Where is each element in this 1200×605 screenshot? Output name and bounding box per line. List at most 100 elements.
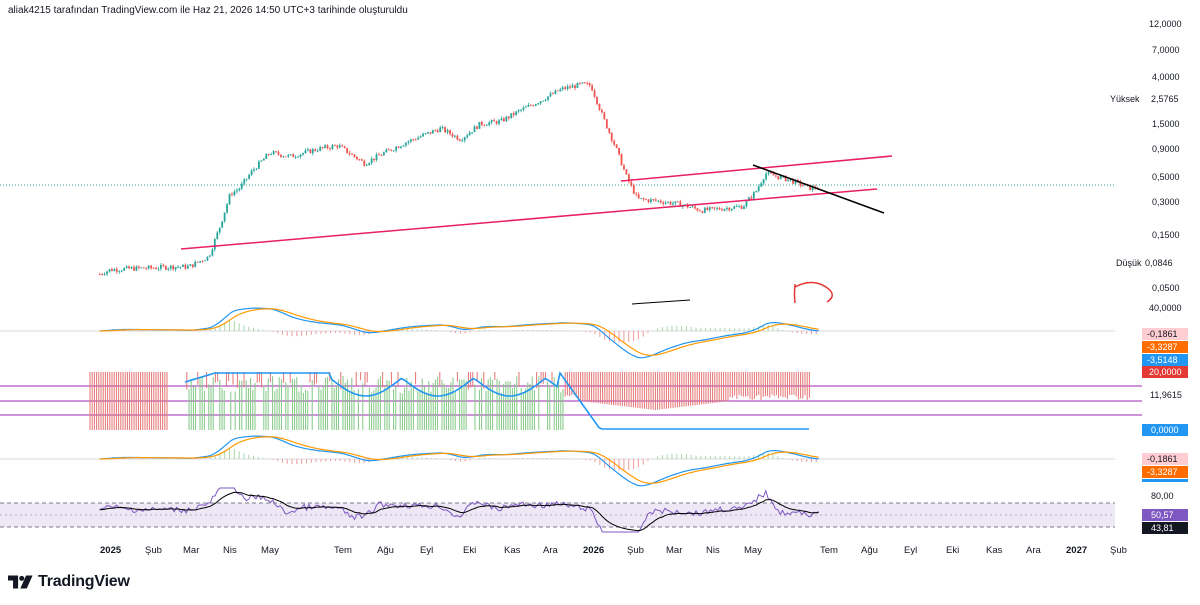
time-axis[interactable]: 2025 Şub Mar Nis May Tem Ağu Eyl Eki Kas…	[100, 545, 1127, 556]
rsi-level-top: 80,00	[1151, 491, 1174, 501]
candle-body	[762, 179, 765, 184]
candle-body	[699, 210, 701, 212]
macd1-macd-value: -3,5148	[1147, 355, 1178, 365]
footer: TradingView	[8, 570, 130, 594]
time-label: Kas	[986, 545, 1003, 556]
channel-top-trendline[interactable]	[620, 155, 893, 182]
candle-body	[721, 209, 723, 211]
adx-low-tag	[1142, 424, 1188, 436]
time-label: Ara	[543, 545, 559, 556]
candle-body	[360, 159, 363, 161]
adx-level: 11,9615	[1150, 390, 1182, 400]
candle-body	[316, 150, 319, 152]
candle-body	[691, 206, 694, 208]
candle-body	[150, 265, 153, 268]
macd1-macd-line	[99, 307, 819, 359]
candle-body	[390, 149, 393, 151]
rsi-band	[0, 503, 1115, 527]
candle-body	[314, 149, 317, 151]
candle-body	[512, 113, 515, 116]
rsi-line	[99, 487, 819, 533]
candle-body	[537, 103, 540, 105]
macd-pane-1[interactable]	[0, 307, 1115, 359]
candle-body	[647, 199, 650, 202]
candle-body	[623, 165, 625, 170]
candle-body	[645, 199, 647, 201]
candle-body	[789, 179, 792, 181]
macd2-hist-value: -0,1861	[1147, 454, 1178, 464]
candle-body	[120, 270, 123, 272]
candle-body	[735, 206, 738, 208]
candle-body	[289, 154, 292, 156]
candle-body	[387, 149, 390, 151]
candle-body	[618, 147, 620, 155]
candle-body	[319, 147, 322, 151]
candle-body	[140, 267, 143, 269]
rsi-pane[interactable]	[99, 487, 819, 533]
candle-body	[534, 104, 537, 106]
candle-body	[532, 105, 535, 107]
price-tick: 12,0000	[1149, 19, 1182, 29]
candle-body	[480, 121, 483, 125]
candle-body	[380, 155, 383, 157]
candle-body	[123, 268, 126, 271]
candle-body	[370, 158, 373, 164]
candle-body	[115, 269, 118, 272]
candle-body	[375, 154, 378, 161]
hand-drawn-d-shape[interactable]	[793, 281, 833, 304]
candle-body	[235, 190, 238, 192]
descending-trendline[interactable]	[752, 164, 885, 214]
candle-body	[748, 197, 750, 202]
candle-body	[615, 144, 618, 148]
drawing-short-line[interactable]	[631, 299, 691, 305]
support-trendline[interactable]	[180, 188, 878, 250]
price-axis[interactable]: 12,0000 7,0000 4,0000 1,5000 0,9000 0,50…	[1110, 19, 1182, 313]
candle-body	[809, 184, 812, 191]
candle-body	[608, 128, 611, 133]
candle-body	[228, 194, 231, 205]
candle-body	[209, 255, 211, 257]
candle-body	[669, 201, 672, 205]
candle-body	[745, 201, 748, 207]
time-label: Şub	[145, 545, 162, 556]
candle-body	[152, 267, 155, 269]
candle-body	[637, 194, 640, 199]
candle-body	[101, 274, 104, 275]
candle-body	[588, 83, 591, 86]
adx-low-value: 0,0000	[1151, 425, 1179, 435]
candle-body	[321, 147, 324, 148]
macd1-signal-tag	[1142, 341, 1188, 353]
candle-body	[544, 99, 547, 101]
candle-body	[674, 201, 677, 204]
macd2-signal-value: -3,3287	[1147, 467, 1178, 477]
candle-body	[182, 264, 184, 267]
adx-pane[interactable]	[0, 371, 1142, 430]
low-label: Düşük	[1116, 258, 1142, 268]
candle-body	[564, 87, 567, 90]
candle-body	[755, 191, 758, 193]
candle-body	[463, 137, 466, 141]
candle-body	[596, 96, 598, 105]
candle-body	[630, 181, 633, 186]
candle-body	[654, 199, 657, 201]
candle-body	[302, 153, 304, 155]
candle-body	[797, 179, 799, 181]
candle-body	[725, 207, 728, 210]
candle-body	[620, 154, 623, 166]
candle-body	[343, 146, 346, 149]
candle-body	[728, 207, 731, 211]
candle-body	[253, 169, 255, 171]
time-label: Şub	[627, 545, 644, 556]
candle-body	[414, 139, 417, 141]
candle-body	[356, 156, 358, 160]
candle-body	[441, 127, 444, 128]
chart-attribution: aliak4215 tarafından TradingView.com ile…	[8, 5, 408, 16]
candle-body	[424, 133, 427, 135]
candle-body	[218, 227, 221, 233]
macd-pane-2[interactable]	[0, 435, 1115, 487]
candle-body	[233, 191, 236, 195]
time-label: Nis	[223, 545, 237, 556]
candle-body	[275, 151, 277, 153]
candle-body	[811, 186, 814, 191]
